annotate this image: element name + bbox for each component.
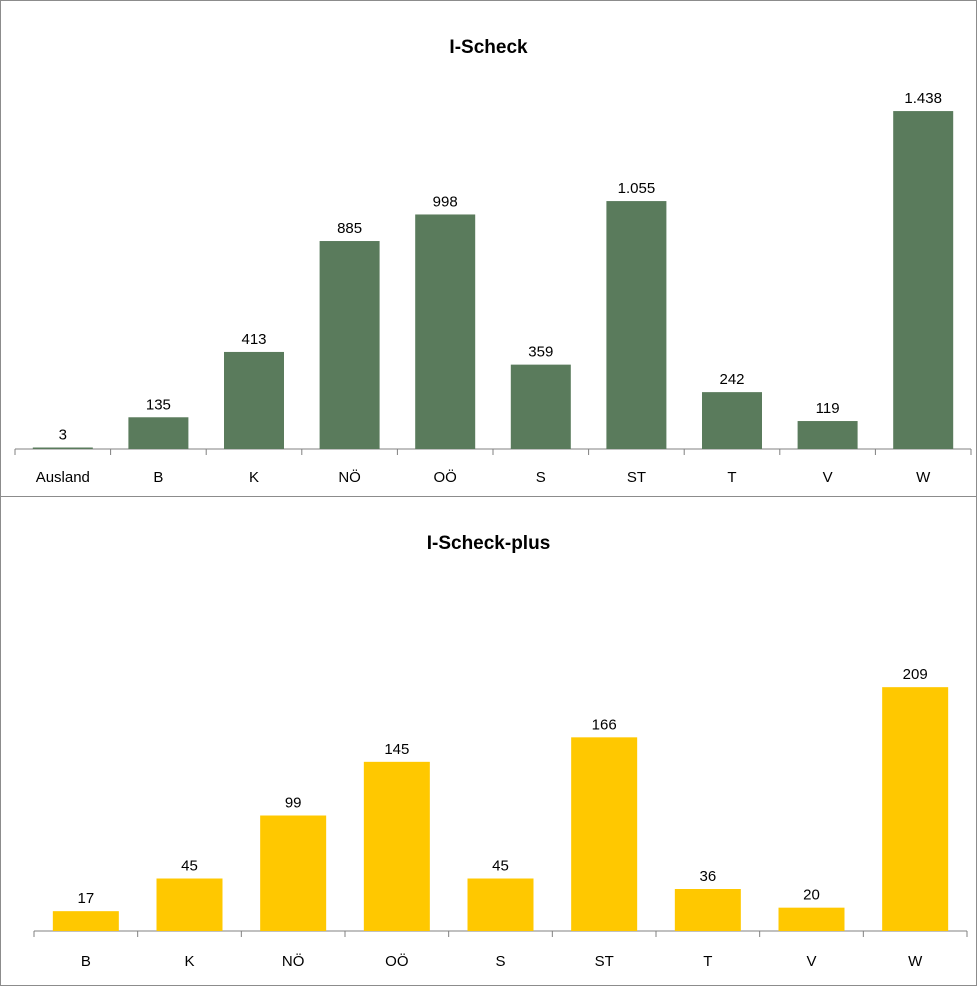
category-label: W [916, 469, 931, 486]
data-label: 998 [433, 193, 458, 210]
category-label: S [536, 469, 546, 486]
category-label: ST [627, 469, 646, 486]
data-label: 1.438 [904, 90, 942, 107]
data-label: 885 [337, 220, 362, 237]
data-label: 3 [59, 427, 67, 444]
data-label: 242 [719, 371, 744, 388]
category-label: B [153, 469, 163, 486]
category-label: K [184, 953, 194, 970]
data-label: 145 [384, 741, 409, 758]
bar [467, 878, 534, 931]
data-label: 1.055 [618, 180, 656, 197]
category-label: T [703, 953, 712, 970]
chart-panel-i-scheck: I-Scheck 3 Ausland 135 B 413 K 885 NÖ 998 OÖ 359 S 1… [0, 0, 977, 497]
category-label: B [81, 953, 91, 970]
bar [606, 201, 667, 449]
bar [778, 907, 845, 931]
category-label: ST [595, 953, 614, 970]
bar [32, 447, 93, 449]
bar [571, 737, 638, 931]
bar-chart-i-scheck-plus: 17 B 45 K 99 NÖ 145 OÖ 45 S 166 ST 36 T 20 V 209 W [33, 666, 968, 970]
data-label: 135 [146, 396, 171, 413]
chart-title: I-Scheck-plus [426, 533, 551, 554]
bar-chart-i-scheck: 3 Ausland 135 B 413 K 885 NÖ 998 OÖ 359 S 1.055 ST 242… [14, 90, 972, 486]
chart-title: I-Scheck [449, 37, 528, 58]
data-label: 45 [492, 858, 509, 875]
bar [415, 214, 476, 449]
bar [882, 687, 949, 931]
bar [674, 889, 741, 931]
chart-panel-i-scheck-plus: I-Scheck-plus 17 B 45 K 99 NÖ 145 OÖ 45 S 166 ST 36 T… [0, 496, 977, 986]
data-label: 359 [528, 344, 553, 361]
data-label: 20 [803, 887, 820, 904]
category-label: NÖ [338, 468, 361, 486]
bar [363, 761, 430, 931]
category-label: NÖ [282, 952, 305, 970]
data-label: 166 [592, 716, 617, 733]
category-label: V [806, 953, 816, 970]
category-label: W [908, 953, 923, 970]
bar [156, 878, 223, 931]
bar [128, 417, 189, 449]
data-label: 36 [699, 868, 716, 885]
category-label: V [823, 469, 833, 486]
data-label: 413 [241, 331, 266, 348]
data-label: 119 [816, 400, 840, 417]
bar [319, 241, 380, 449]
bar [510, 364, 571, 449]
category-label: Ausland [36, 469, 90, 486]
bar [260, 815, 327, 931]
bar [224, 351, 284, 449]
data-label: 17 [77, 890, 94, 907]
data-label: 99 [285, 795, 302, 812]
category-label: S [495, 953, 505, 970]
bar [702, 392, 762, 449]
bar [797, 421, 858, 449]
data-label: 209 [903, 666, 928, 683]
category-label: K [249, 469, 259, 486]
bar [893, 111, 954, 449]
data-label: 45 [181, 858, 198, 875]
category-label: OÖ [385, 952, 408, 970]
bar [52, 911, 119, 931]
category-label: T [727, 469, 736, 486]
category-label: OÖ [434, 468, 457, 486]
